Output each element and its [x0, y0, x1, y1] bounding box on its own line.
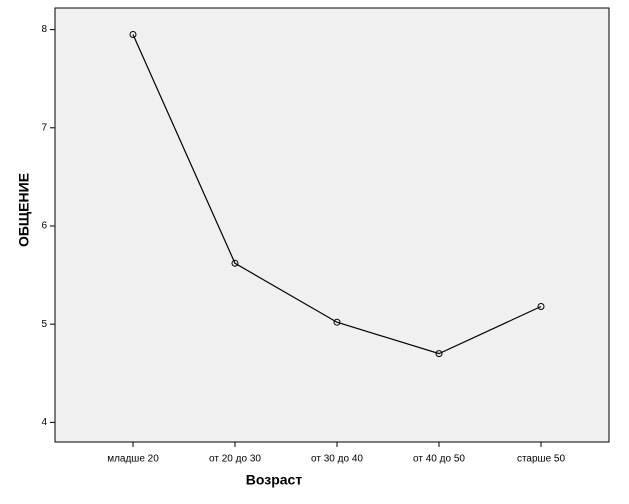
point — [435, 350, 443, 358]
y-tick-label: 5 — [41, 319, 47, 330]
x-tick-label: от 20 до 30 — [209, 454, 261, 465]
point — [333, 318, 341, 326]
x-tick-label: от 30 до 40 — [311, 454, 363, 465]
point — [231, 259, 239, 267]
y-tick-label: 8 — [41, 24, 47, 35]
y-axis-title: ОБЩЕНИЕ — [16, 173, 32, 247]
plot-area — [54, 7, 610, 443]
point — [537, 302, 545, 310]
line — [132, 34, 542, 355]
y-tick-label: 7 — [41, 122, 47, 133]
x-axis-title: Возраст — [246, 472, 303, 488]
x-tick-label: старше 50 — [517, 454, 566, 465]
point — [129, 31, 137, 39]
x-tick-label: от 40 до 50 — [413, 454, 465, 465]
y-tick-label: 4 — [41, 417, 47, 428]
x-tick-label: младше 20 — [107, 454, 159, 465]
y-tick-label: 6 — [41, 221, 47, 232]
